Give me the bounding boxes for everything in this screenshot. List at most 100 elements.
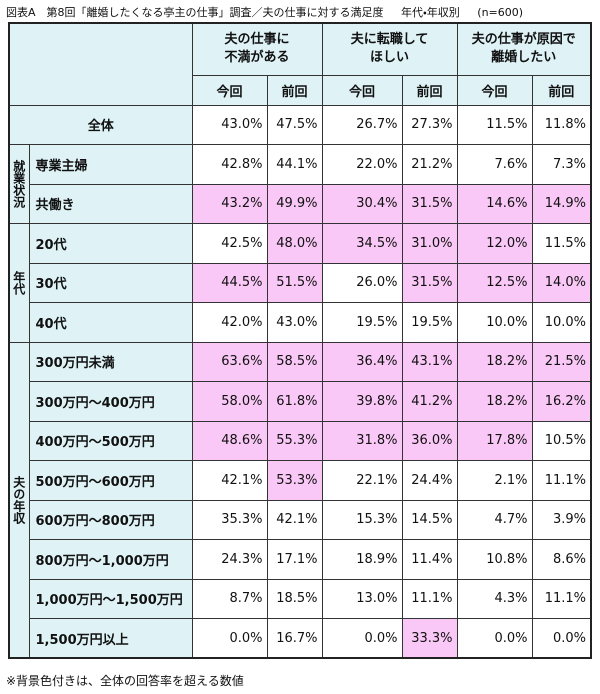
group-label-cell: 就業状況 [8,144,30,224]
value-cell: 18.5% [266,578,323,619]
value-cell: 36.0% [401,420,458,461]
value-cell: 11.5% [531,223,592,264]
row-label: 600万円～800万円 [28,499,193,540]
value-cell: 11.4% [401,539,458,580]
data-row: 共働き 43.2% 49.9% 30.4% 31.5% 14.6% 14.9% [9,183,592,224]
row-label: 800万円～1,000万円 [28,539,193,580]
value-cell: 26.0% [321,262,403,303]
value-cell: 17.1% [266,539,323,580]
value-cell: 39.8% [321,381,403,422]
value-cell: 10.5% [531,420,592,461]
data-row: 500万円～600万円 42.1% 53.3% 22.1% 24.4% 2.1% 11.1% [9,460,592,501]
column-group: 夫に転職して ほしい [321,22,458,76]
value-cell: 36.4% [321,341,403,382]
value-cell: 4.3% [456,578,533,619]
header-row: 夫の仕事に 不満がある 夫に転職して ほしい 夫の仕事が原因で 離婚したい [8,22,592,106]
value-cell: 15.3% [321,499,403,540]
value-cell: 43.1% [401,341,458,382]
data-row: 800万円～1,000万円 24.3% 17.1% 18.9% 11.4% 10.8% 8.… [9,539,592,580]
value-cell: 43.0% [191,104,268,145]
value-cell: 51.5% [266,262,323,303]
subtitle: 年代・年収別 [401,6,460,19]
value-cell: 22.0% [321,144,403,185]
value-cell: 58.5% [266,341,323,382]
value-cell: 53.3% [266,460,323,501]
value-cell: 0.0% [531,618,592,659]
value-cell: 42.1% [191,460,268,501]
value-cell: 12.0% [456,223,533,264]
value-cell: 14.6% [456,183,533,224]
value-cell: 47.5% [266,104,323,145]
row-label: 500万円～600万円 [28,460,193,501]
value-cell: 11.5% [456,104,533,145]
value-cell: 63.6% [191,341,268,382]
column-header: 前回 [266,74,323,106]
corner-cell [8,22,193,106]
value-cell: 41.2% [401,381,458,422]
column-group: 夫の仕事が原因で 離婚したい [456,22,592,76]
column-header: 前回 [401,74,458,106]
value-cell: 8.6% [531,539,592,580]
value-cell: 44.1% [266,144,323,185]
data-row: 40代 42.0% 43.0% 19.5% 19.5% 10.0% 10.0% [9,302,592,343]
column-header: 今回 [191,74,268,106]
value-cell: 2.1% [456,460,533,501]
column-header: 今回 [456,74,533,106]
value-cell: 8.7% [191,578,268,619]
value-cell: 14.0% [531,262,592,303]
value-cell: 27.3% [401,104,458,145]
value-cell: 19.5% [321,302,403,343]
value-cell: 31.5% [401,262,458,303]
value-cell: 7.3% [531,144,592,185]
value-cell: 42.5% [191,223,268,264]
group-label: 夫の年収 [11,475,26,524]
value-cell: 11.8% [531,104,592,145]
value-cell: 19.5% [401,302,458,343]
data-row: 1,000万円～1,500万円 8.7% 18.5% 13.0% 11.1% 4.3% 11… [9,578,592,619]
row-label: 全体 [8,104,193,145]
value-cell: 42.0% [191,302,268,343]
row-label: 20代 [28,223,193,264]
row-label: 30代 [28,262,193,303]
value-cell: 7.6% [456,144,533,185]
value-cell: 11.1% [401,578,458,619]
value-cell: 0.0% [456,618,533,659]
value-cell: 42.8% [191,144,268,185]
value-cell: 33.3% [401,618,458,659]
value-cell: 13.0% [321,578,403,619]
row-label: 1,500万円以上 [28,618,193,659]
value-cell: 0.0% [191,618,268,659]
data-row: 就業状況 専業主婦 42.8% 44.1% 22.0% 21.2% 7.6% 7.3% [8,144,592,224]
value-cell: 21.5% [531,341,592,382]
data-row: 400万円～500万円 48.6% 55.3% 31.8% 36.0% 17.8% 10.5… [9,420,592,461]
value-cell: 24.3% [191,539,268,580]
row-label: 専業主婦 [28,144,193,185]
value-cell: 12.5% [456,262,533,303]
data-row: 夫の年収 300万円未満 63.6% 58.5% 36.4% 43.1% 18.2% 21.5… [8,341,592,659]
value-cell: 3.9% [531,499,592,540]
data-row: 30代 44.5% 51.5% 26.0% 31.5% 12.5% 14.0% [9,262,592,303]
column-header: 今回 [321,74,403,106]
value-cell: 31.0% [401,223,458,264]
value-cell: 42.1% [266,499,323,540]
value-cell: 48.6% [191,420,268,461]
data-row: 年代 20代 42.5% 48.0% 34.5% 31.0% 12.0% 11.5% [8,223,592,343]
table: 夫の仕事に 不満がある 夫に転職して ほしい 夫の仕事が原因で 離婚したい 今回 前回今… [8,22,593,659]
value-cell: 31.5% [401,183,458,224]
row-label: 1,000万円～1,500万円 [28,578,193,619]
value-cell: 16.7% [266,618,323,659]
row-label: 400万円～500万円 [28,420,193,461]
row-label: 300万円未満 [28,341,193,382]
value-cell: 11.1% [531,460,592,501]
value-cell: 10.8% [456,539,533,580]
value-cell: 30.4% [321,183,403,224]
title: 図表A 第8回「離婚したくなる亭主の仕事」調査／夫の仕事に対する満足度 [6,6,384,19]
value-cell: 14.9% [531,183,592,224]
value-cell: 0.0% [321,618,403,659]
value-cell: 26.7% [321,104,403,145]
row-label: 共働き [28,183,193,224]
value-cell: 61.8% [266,381,323,422]
value-cell: 10.0% [456,302,533,343]
column-group: 夫の仕事に 不満がある [191,22,323,76]
